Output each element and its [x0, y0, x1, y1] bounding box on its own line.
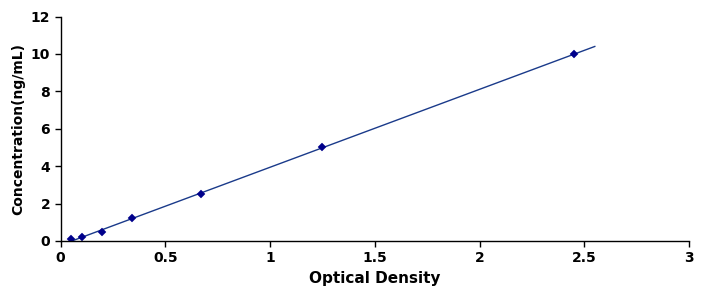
X-axis label: Optical Density: Optical Density — [309, 271, 441, 286]
Y-axis label: Concentration(ng/mL): Concentration(ng/mL) — [11, 43, 25, 215]
